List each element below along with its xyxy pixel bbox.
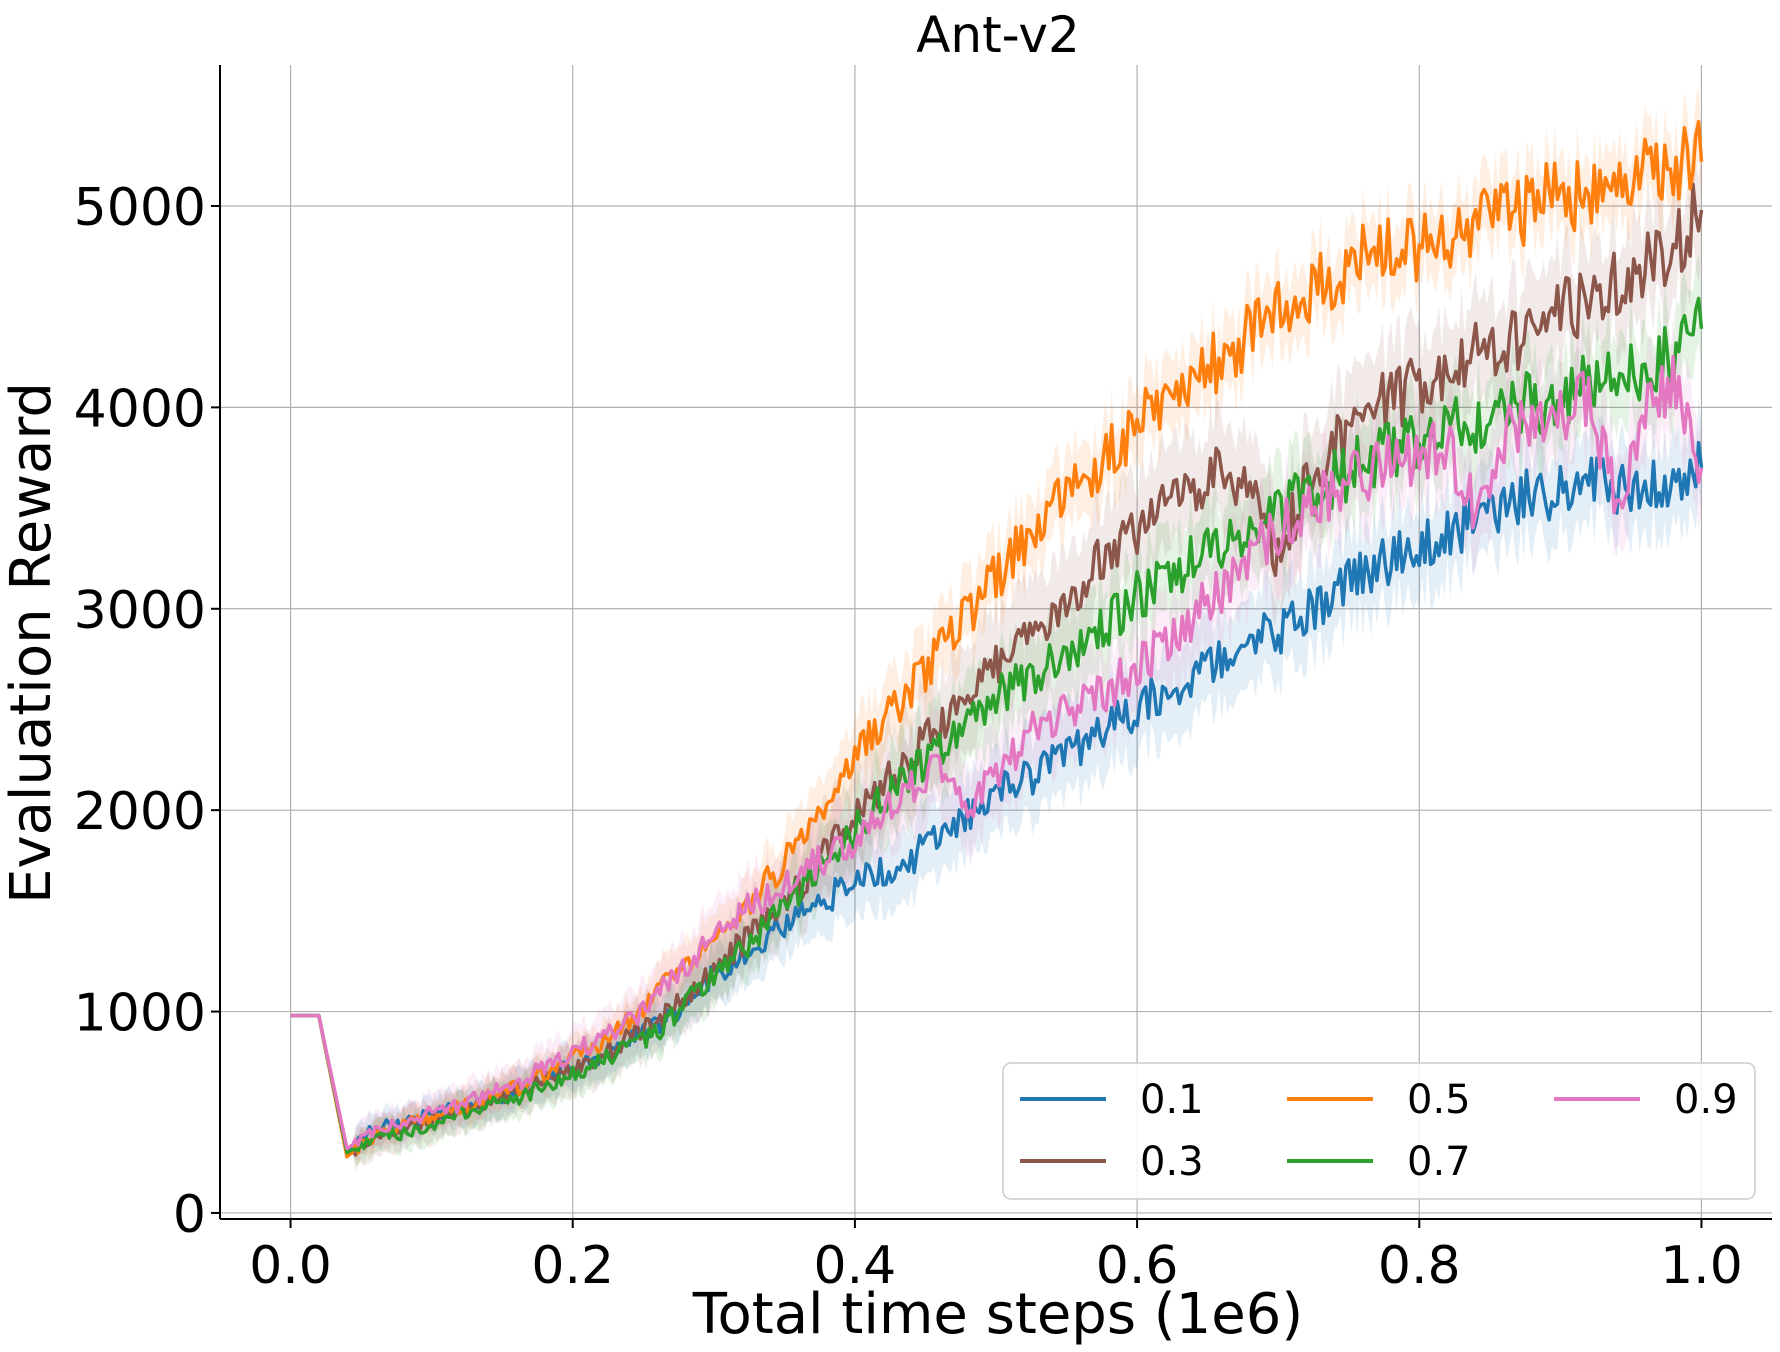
series-line-0-7 <box>290 296 1704 1155</box>
y-tick-label: 3000 <box>74 581 206 641</box>
x-tick-label: 0.6 <box>1096 1236 1179 1296</box>
x-tick-label: 1.0 <box>1660 1236 1743 1296</box>
legend-label-0-9: 0.9 <box>1674 1077 1738 1123</box>
grid <box>220 65 1772 1219</box>
y-tick-label: 1000 <box>74 984 206 1044</box>
tick-labels: 0.0 0.2 0.4 0.6 0.8 1.0 0 1000 2000 3000 4000 5000 <box>74 178 1743 1296</box>
series-lines <box>290 119 1704 1159</box>
band-0-9 <box>290 310 1702 1162</box>
x-axis-label: Total time steps (1e6) <box>692 1282 1303 1347</box>
series-line-0-9 <box>290 354 1704 1151</box>
legend-label-0-1: 0.1 <box>1140 1077 1204 1123</box>
legend-box <box>1002 1062 1756 1200</box>
chart-title: Ant-v2 <box>916 6 1080 64</box>
y-tick-label: 4000 <box>74 379 206 439</box>
axes <box>219 65 1772 1220</box>
legend-label-0-7: 0.7 <box>1407 1139 1471 1185</box>
legend-label-0-5: 0.5 <box>1407 1077 1471 1123</box>
y-tick-label: 5000 <box>74 178 206 238</box>
y-tick-label: 0 <box>173 1185 206 1245</box>
x-tick-label: 0.4 <box>814 1236 897 1296</box>
confidence-bands <box>290 85 1702 1173</box>
legend: 0.1 0.5 0.9 0.3 0.7 <box>1002 1062 1756 1200</box>
x-tick-label: 0.0 <box>249 1236 332 1296</box>
band-0-5 <box>290 85 1702 1166</box>
y-tick-label: 2000 <box>74 782 206 842</box>
x-tick-label: 0.2 <box>531 1236 614 1296</box>
band-0-1 <box>290 398 1702 1161</box>
x-tick-label: 0.8 <box>1378 1236 1461 1296</box>
y-axis-label: Evaluation Reward <box>0 382 64 904</box>
legend-label-0-3: 0.3 <box>1140 1139 1204 1185</box>
